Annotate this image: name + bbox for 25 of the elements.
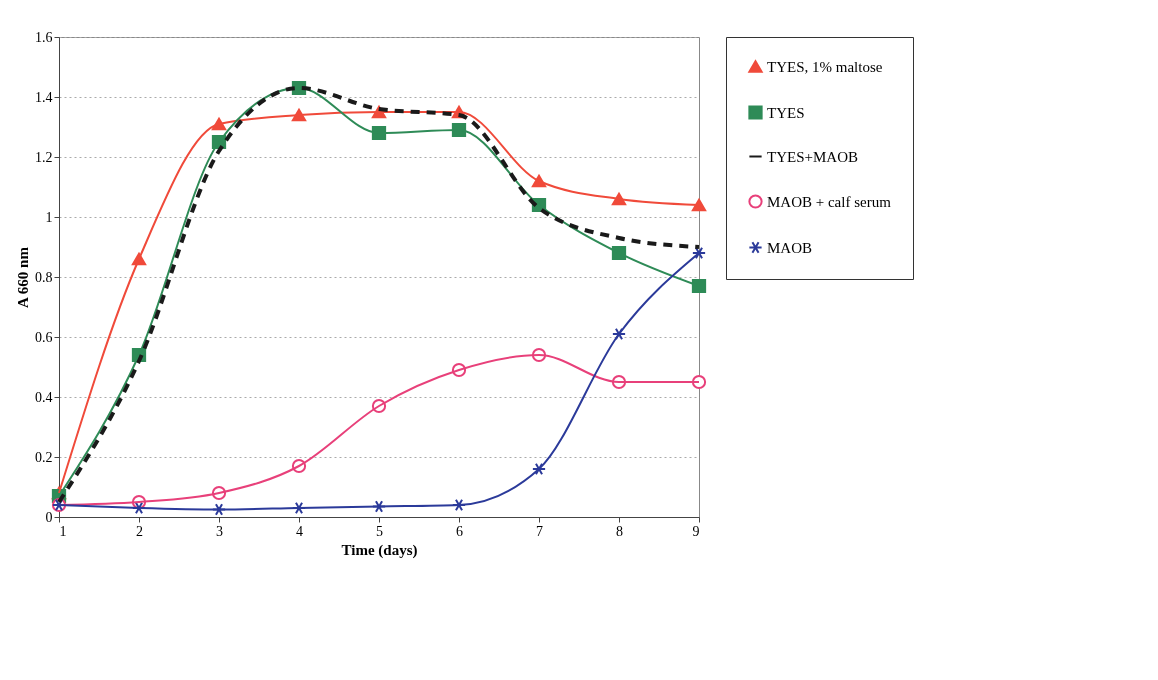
y-tick-label: 1.2 <box>35 149 53 165</box>
legend-label: MAOB <box>767 239 813 256</box>
legend-label: MAOB + calf serum <box>767 193 892 210</box>
x-axis-title: Time (days) <box>341 541 418 559</box>
x-tick-label: 2 <box>136 523 143 539</box>
legend-label: TYES, 1% maltose <box>767 58 883 75</box>
y-tick-label: 0.8 <box>35 269 53 285</box>
x-tick-label: 5 <box>376 523 383 539</box>
y-tick-label: 0 <box>45 509 53 525</box>
x-tick-label: 7 <box>536 523 543 539</box>
y-tick-label: 1 <box>45 209 53 225</box>
y-tick-label: 1.4 <box>35 89 53 105</box>
y-tick-label: 0.4 <box>35 389 53 405</box>
x-tick-label: 6 <box>456 523 463 539</box>
y-tick-label: 0.6 <box>35 329 53 345</box>
x-tick-label: 9 <box>692 523 700 539</box>
x-tick-label: 8 <box>616 523 623 539</box>
legend-label: TYES+MAOB <box>767 148 858 165</box>
y-tick-label: 0.2 <box>35 449 53 465</box>
x-tick-label: 4 <box>296 523 303 539</box>
legend-label: TYES <box>767 104 805 121</box>
x-tick-label: 1 <box>59 523 67 539</box>
x-tick-label: 3 <box>216 523 223 539</box>
y-axis-title: A 660 nm <box>15 246 31 308</box>
y-tick-label: 1.6 <box>35 29 53 45</box>
